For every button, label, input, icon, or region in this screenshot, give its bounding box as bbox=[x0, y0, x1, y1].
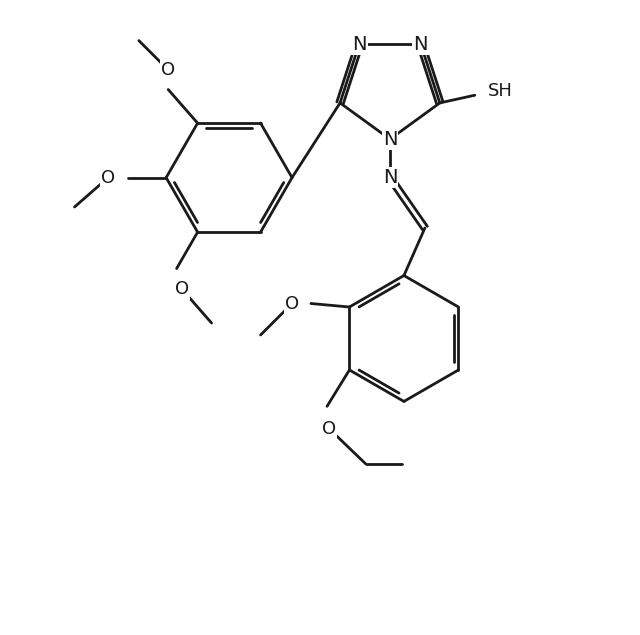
Text: O: O bbox=[285, 295, 299, 312]
Text: N: N bbox=[383, 130, 397, 149]
Text: SH: SH bbox=[488, 82, 513, 100]
Text: O: O bbox=[161, 61, 175, 79]
Text: O: O bbox=[175, 281, 189, 298]
Text: N: N bbox=[413, 35, 428, 54]
Text: O: O bbox=[322, 420, 336, 438]
Text: N: N bbox=[352, 35, 366, 54]
Text: O: O bbox=[101, 169, 115, 187]
Text: N: N bbox=[383, 168, 397, 187]
